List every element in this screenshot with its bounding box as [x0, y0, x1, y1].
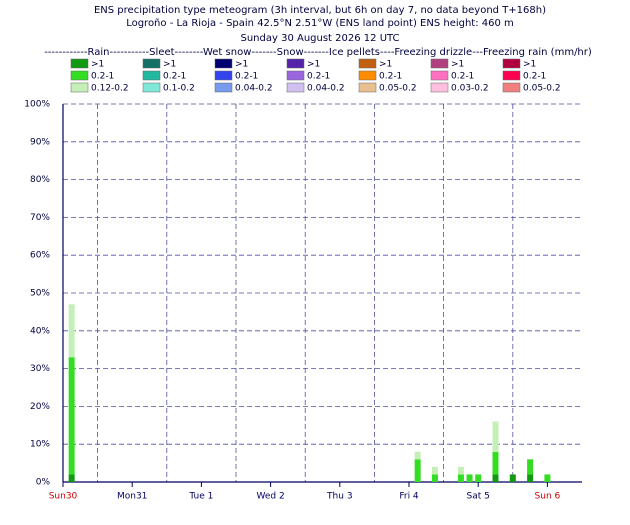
y-tick-label: 60% [30, 251, 50, 261]
bar-segment [431, 466, 438, 475]
legend-swatch [430, 70, 449, 81]
legend-label: >1 [91, 60, 104, 70]
y-tick-label: 50% [30, 289, 50, 299]
legend-header: ------------Rain-----------Sleet--------… [44, 47, 592, 58]
x-tick-label: Sun 6 [535, 492, 561, 502]
bar-segment [544, 474, 551, 482]
y-tick-label: 30% [30, 364, 50, 374]
chart-title: ENS precipitation type meteogram (3h int… [94, 5, 546, 16]
legend-swatch [286, 58, 305, 69]
bar-segment [509, 474, 516, 482]
x-tick-label: Fri 4 [399, 492, 419, 502]
legend-label: 0.04-0.2 [307, 84, 345, 94]
legend-swatch [142, 70, 161, 81]
date-line: Sunday 30 August 2026 12 UTC [240, 33, 399, 44]
bar-segment [527, 459, 534, 475]
legend-swatch [142, 82, 161, 93]
legend-label: 0.12-0.2 [91, 84, 129, 94]
legend-label: 0.04-0.2 [235, 84, 273, 94]
legend-label: >1 [163, 60, 176, 70]
bar-segment [457, 474, 464, 482]
legend-swatch [70, 58, 89, 69]
y-tick-label: 10% [30, 440, 50, 450]
bar-segment [492, 421, 499, 452]
legend-label: 0.2-1 [451, 72, 474, 82]
legend-swatch [70, 82, 89, 93]
legend-swatch [214, 82, 233, 93]
legend-label: 0.2-1 [523, 72, 546, 82]
legend-swatch [430, 82, 449, 93]
x-tick-label: Sat 5 [467, 492, 490, 502]
legend-swatch [358, 70, 377, 81]
bar-segment [492, 474, 499, 482]
bar-segment [414, 459, 421, 482]
legend-label: 0.2-1 [163, 72, 186, 82]
legend-swatch [214, 70, 233, 81]
bar-segment [475, 474, 482, 482]
bar-segment [527, 474, 534, 482]
y-tick-label: 0% [36, 478, 51, 488]
bar-segment [466, 474, 473, 482]
legend-label: >1 [379, 60, 392, 70]
legend-label: 0.05-0.2 [523, 84, 561, 94]
legend-swatch [502, 70, 521, 81]
chart-subtitle: Logroño - La Rioja - Spain 42.5°N 2.51°W… [126, 18, 514, 29]
legend-label: 0.2-1 [307, 72, 330, 82]
x-tick-label: Sun30 [49, 492, 78, 502]
legend-label: >1 [451, 60, 464, 70]
x-tick-label: Wed 2 [256, 492, 284, 502]
bar-segment [68, 304, 75, 358]
y-tick-label: 70% [30, 213, 50, 223]
y-tick-label: 20% [30, 402, 50, 412]
legend-swatch [142, 58, 161, 69]
bar-segment [68, 474, 75, 482]
legend-swatch [286, 70, 305, 81]
x-tick-label: Tue 1 [188, 492, 213, 502]
y-tick-label: 100% [24, 100, 50, 110]
y-tick-label: 80% [30, 175, 50, 185]
legend-label: 0.05-0.2 [379, 84, 417, 94]
legend-swatch [502, 82, 521, 93]
legend-swatch [70, 70, 89, 81]
legend-label: 0.03-0.2 [451, 84, 489, 94]
x-tick-label: Mon31 [117, 492, 147, 502]
legend-label: 0.2-1 [235, 72, 258, 82]
legend-swatch [430, 58, 449, 69]
bar-segment [492, 451, 499, 475]
legend-swatch [286, 82, 305, 93]
legend-label: 0.2-1 [91, 72, 114, 82]
y-tick-label: 40% [30, 326, 50, 336]
bar-segment [431, 474, 438, 482]
bar-segment [457, 466, 464, 475]
legend-label: >1 [523, 60, 536, 70]
legend-swatch [358, 58, 377, 69]
bar-segment [68, 357, 75, 475]
x-tick-label: Thu 3 [326, 492, 353, 502]
legend-swatch [358, 82, 377, 93]
legend-label: 0.1-0.2 [163, 84, 195, 94]
legend-swatch [214, 58, 233, 69]
legend-label: >1 [235, 60, 248, 70]
legend-swatch [502, 58, 521, 69]
legend-label: >1 [307, 60, 320, 70]
bar-segment [414, 451, 421, 460]
y-tick-label: 90% [30, 137, 50, 147]
legend-label: 0.2-1 [379, 72, 402, 82]
